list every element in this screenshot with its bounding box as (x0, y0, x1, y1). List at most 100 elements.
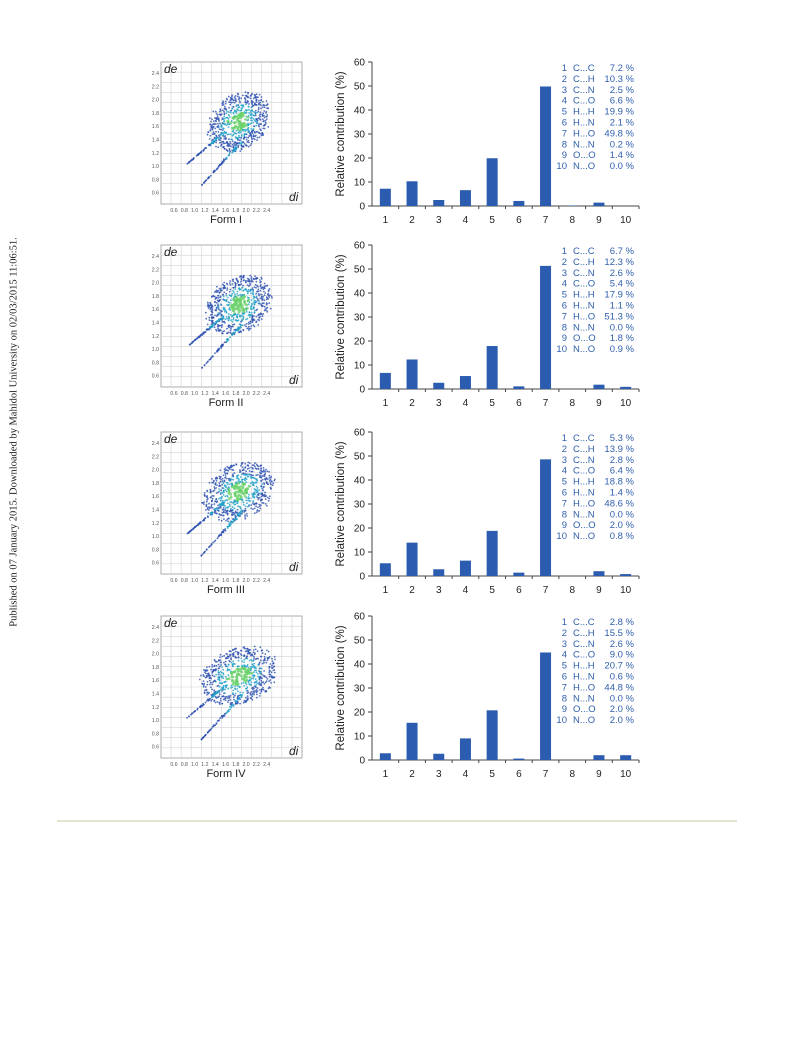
scatter-dot (221, 695, 224, 698)
legend-contact: N...N (573, 693, 595, 704)
scatter-dot (212, 126, 214, 128)
scatter-dot (215, 492, 218, 494)
scatter-dot (213, 322, 216, 325)
scatter-dot (217, 516, 220, 518)
scatter-dot (252, 664, 255, 667)
scatter-dot (208, 502, 210, 505)
di-tick-label: 2.0 (242, 578, 249, 584)
scatter-dot (242, 681, 245, 684)
scatter-dot (230, 478, 233, 481)
scatter-dot (254, 131, 256, 134)
scatter-dot (251, 464, 254, 467)
legend-number: 10 (556, 344, 567, 355)
scatter-dot (227, 699, 230, 702)
legend-contact: C...N (573, 268, 595, 279)
scatter-dot (224, 318, 227, 321)
de-tick-label: 1.2 (152, 334, 159, 340)
scatter-dot (234, 95, 237, 97)
x-tick-label: 2 (409, 585, 415, 596)
scatter-dot (223, 117, 226, 120)
scatter-dot (208, 138, 211, 140)
scatter-dot (251, 493, 254, 495)
scatter-dot (218, 477, 221, 480)
scatter-dot (197, 153, 200, 156)
legend-number: 2 (562, 628, 567, 639)
scatter-dot (205, 147, 208, 149)
scatter-dot (241, 276, 244, 279)
scatter-dot (222, 507, 225, 509)
scatter-dot (245, 310, 248, 313)
scatter-dot (219, 682, 222, 684)
scatter-dot (249, 320, 252, 323)
scatter-dot (262, 686, 264, 689)
scatter-dot (265, 680, 268, 682)
scatter-dot (232, 146, 235, 148)
scatter-dot (227, 123, 229, 126)
scatter-dot (231, 683, 235, 686)
scatter-dot (270, 483, 272, 486)
scatter-dot (235, 100, 237, 103)
scatter-dot (244, 324, 246, 326)
scatter-dot (238, 685, 241, 688)
scatter-dot (241, 286, 244, 289)
scatter-dot (234, 109, 236, 112)
x-tick-label: 1 (383, 585, 389, 596)
scatter-dot (232, 111, 235, 114)
scatter-dot (208, 328, 210, 331)
scatter-dot (244, 476, 247, 479)
legend-percent: 2.8 % (610, 455, 635, 466)
scatter-dot (234, 650, 237, 653)
scatter-dot (252, 324, 255, 326)
scatter-dot (230, 326, 232, 328)
scatter-dot (262, 302, 265, 304)
scatter-dot (219, 142, 221, 144)
scatter-dot (226, 98, 228, 101)
scatter-dot (264, 308, 267, 311)
legend-number: 4 (562, 96, 567, 107)
scatter-dot (202, 680, 205, 682)
scatter-dot (222, 122, 225, 125)
scatter-dot (227, 95, 230, 98)
legend-contact: C...C (573, 63, 595, 74)
scatter-dot (244, 505, 247, 507)
scatter-dot (272, 482, 275, 485)
scatter-dot (258, 677, 261, 679)
scatter-dot (220, 313, 223, 316)
scatter-dot (214, 117, 216, 119)
scatter-dot (222, 140, 225, 143)
bar (406, 542, 418, 576)
scatter-dot (215, 120, 217, 123)
scatter-dot (210, 316, 213, 319)
scatter-dot (246, 699, 249, 701)
scatter-dot (200, 738, 203, 741)
scatter-dot (204, 734, 207, 737)
scatter-dot (201, 334, 204, 336)
scatter-dot (226, 289, 228, 291)
scatter-dot (224, 310, 226, 313)
scatter-dot (243, 491, 247, 494)
scatter-dot (270, 480, 273, 483)
scatter-dot (247, 303, 250, 306)
scatter-dot (250, 136, 253, 139)
scatter-dot (241, 480, 244, 483)
scatter-dot (257, 510, 259, 512)
de-tick-label: 2.4 (152, 254, 159, 260)
scatter-dot (236, 688, 239, 690)
scatter-dot (272, 662, 275, 664)
x-tick-label: 9 (596, 769, 602, 780)
scatter-dot (219, 656, 221, 659)
scatter-dot (240, 143, 243, 146)
scatter-dot (253, 693, 255, 696)
scatter-dot (205, 503, 208, 506)
de-tick-label: 1.0 (152, 534, 159, 540)
legend-percent: 0.0 % (610, 509, 635, 520)
scatter-dot (225, 340, 228, 343)
legend-number: 8 (562, 509, 567, 520)
scatter-dot (222, 343, 224, 346)
bar (513, 386, 525, 389)
scatter-dot (221, 492, 224, 494)
legend-contact: N...N (573, 322, 595, 333)
scatter-dot (252, 297, 255, 300)
scatter-dot (228, 282, 231, 284)
scatter-dot (214, 482, 217, 485)
